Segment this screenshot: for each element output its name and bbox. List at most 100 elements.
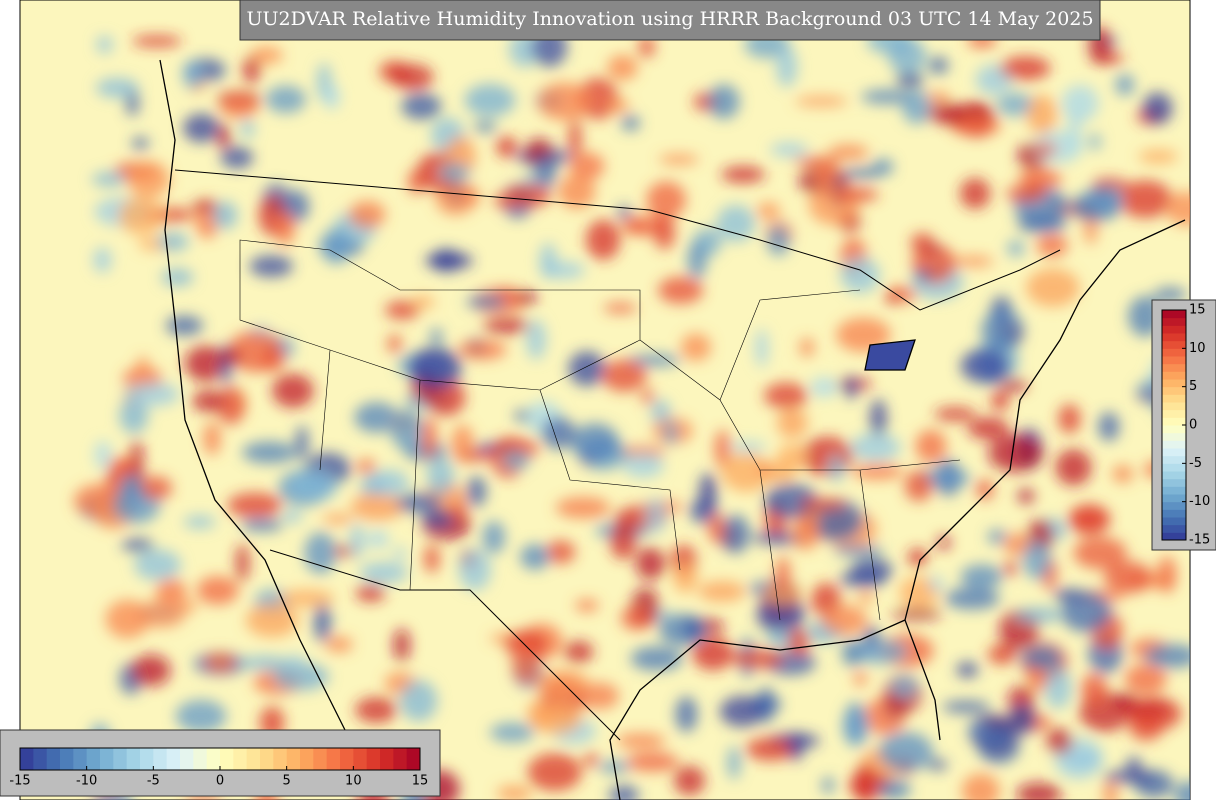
field-patch bbox=[1166, 191, 1190, 226]
field-patch bbox=[531, 701, 582, 735]
field-patch bbox=[635, 547, 666, 580]
field-patch bbox=[387, 334, 402, 354]
colorbar-swatch bbox=[366, 748, 381, 770]
field-patch bbox=[699, 472, 717, 511]
field-patch bbox=[390, 409, 423, 450]
colorbar-swatch bbox=[380, 748, 394, 770]
field-patch bbox=[988, 434, 1044, 472]
field-patch bbox=[304, 532, 337, 574]
colorbar-swatch bbox=[286, 748, 301, 770]
field-patch bbox=[131, 35, 183, 47]
lake bbox=[864, 339, 916, 371]
field-patch bbox=[682, 616, 704, 640]
field-patch bbox=[967, 724, 990, 736]
field-patch bbox=[204, 652, 237, 673]
field-patch bbox=[896, 72, 924, 88]
colorbar-swatch bbox=[1162, 532, 1186, 541]
field-patch bbox=[399, 680, 438, 722]
colorbar-swatch bbox=[1162, 325, 1186, 334]
field-patch bbox=[482, 520, 506, 554]
field-patch bbox=[313, 603, 332, 642]
field-patch bbox=[745, 737, 797, 761]
field-patch bbox=[410, 295, 436, 309]
field-patch bbox=[354, 402, 399, 433]
field-patch bbox=[322, 513, 354, 525]
colorbar-swatch bbox=[1162, 494, 1186, 503]
field-patch bbox=[658, 154, 699, 165]
field-patch bbox=[545, 540, 576, 564]
field-patch bbox=[526, 319, 547, 360]
field-patch bbox=[285, 654, 306, 666]
field-patch bbox=[516, 291, 538, 305]
colorbar-swatch bbox=[313, 748, 328, 770]
field-patch bbox=[976, 479, 994, 500]
colorbar-swatch bbox=[340, 748, 354, 770]
field-patch bbox=[885, 292, 899, 305]
colorbar-swatch bbox=[233, 748, 248, 770]
field-patch bbox=[927, 103, 966, 125]
field-patch bbox=[579, 682, 619, 710]
field-patch bbox=[196, 576, 239, 605]
field-patch bbox=[539, 242, 557, 279]
field-patch bbox=[1060, 591, 1112, 633]
field-patch bbox=[216, 350, 243, 363]
field-patch bbox=[136, 355, 150, 379]
field-patch bbox=[831, 187, 879, 203]
field-patch bbox=[217, 386, 245, 425]
field-patch bbox=[967, 417, 1010, 440]
field-patch bbox=[1000, 56, 1051, 81]
colorbar-swatch bbox=[1162, 317, 1186, 326]
field-patch bbox=[1128, 712, 1164, 741]
colorbar-tick-label: 0 bbox=[1189, 418, 1197, 433]
field-patch bbox=[216, 124, 231, 150]
field-patch bbox=[183, 113, 220, 143]
colorbar-swatch bbox=[1162, 379, 1186, 388]
field-patch bbox=[240, 655, 291, 671]
field-patch bbox=[212, 201, 238, 230]
colorbar-swatch bbox=[406, 748, 421, 770]
field-patch bbox=[391, 63, 434, 91]
field-patch bbox=[606, 98, 630, 113]
border bbox=[174, 169, 1061, 311]
field-patch bbox=[1153, 287, 1187, 302]
field-patch bbox=[568, 119, 582, 159]
field-patch bbox=[131, 136, 149, 150]
field-patch bbox=[673, 562, 698, 594]
field-patch bbox=[763, 382, 809, 409]
field-patch bbox=[458, 339, 507, 360]
field-patch bbox=[1138, 149, 1179, 164]
field-patch bbox=[878, 731, 934, 772]
field-patch bbox=[118, 197, 164, 235]
field-patch bbox=[857, 591, 874, 604]
field-patch bbox=[791, 519, 819, 551]
colorbar-tick-label: -15 bbox=[9, 774, 30, 789]
field-patch bbox=[707, 513, 726, 543]
field-patch bbox=[355, 584, 386, 602]
field-patch bbox=[121, 538, 154, 552]
field-patch bbox=[719, 695, 765, 728]
field-patch bbox=[608, 785, 639, 800]
colorbar-tick-label: -5 bbox=[1189, 456, 1202, 471]
field-patch bbox=[285, 469, 338, 502]
field-patch bbox=[94, 440, 112, 470]
field-patch bbox=[1118, 180, 1173, 218]
field-patch bbox=[357, 459, 376, 475]
field-patch bbox=[512, 646, 540, 684]
field-patch bbox=[1003, 561, 1018, 576]
field-patch bbox=[424, 544, 440, 574]
title-box bbox=[239, 0, 1101, 41]
field-patch bbox=[727, 746, 741, 780]
field-patch bbox=[1017, 488, 1035, 504]
colorbar-tick-label: 5 bbox=[1189, 379, 1197, 394]
field-patch bbox=[843, 167, 883, 179]
field-patch bbox=[219, 91, 259, 119]
field-patch bbox=[641, 389, 654, 405]
field-patch bbox=[461, 450, 493, 462]
field-patch bbox=[558, 174, 596, 209]
colorbar-swatch bbox=[326, 748, 341, 770]
colorbar-swatch bbox=[1162, 448, 1186, 457]
colorbar-swatch bbox=[113, 748, 128, 770]
field-patch bbox=[1026, 94, 1057, 135]
field-patch bbox=[537, 82, 592, 121]
field-patch bbox=[716, 205, 756, 242]
